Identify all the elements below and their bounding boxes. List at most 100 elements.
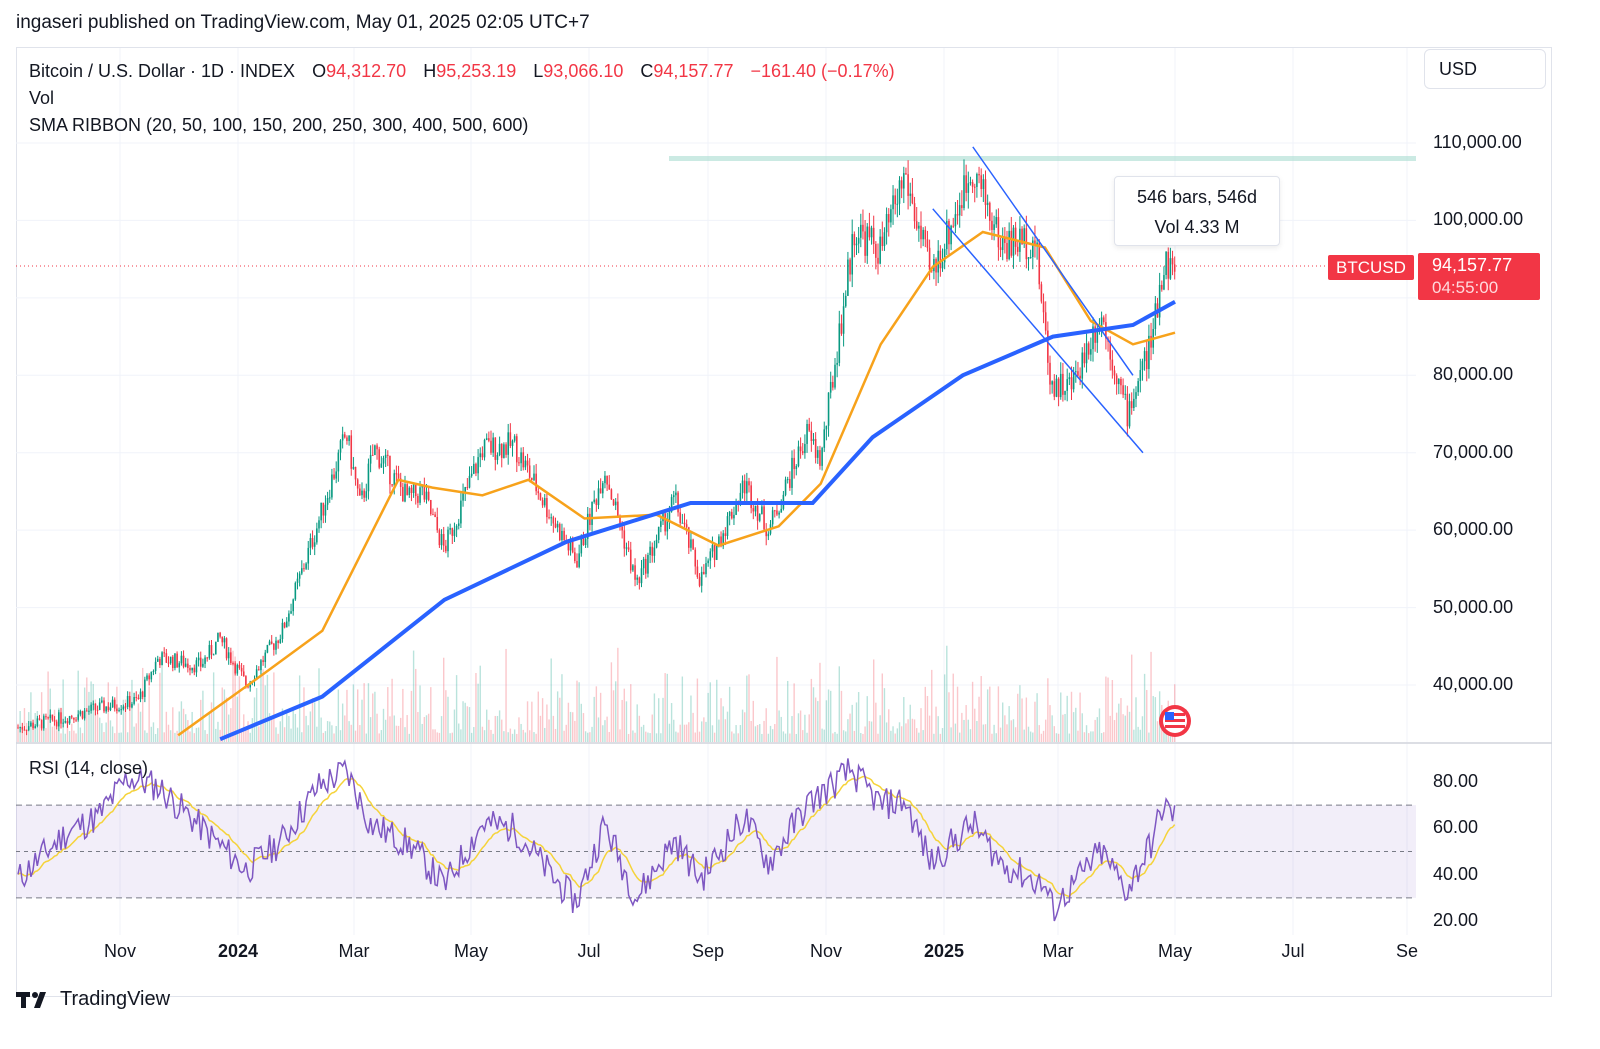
- candle-body: [956, 214, 959, 216]
- candle-body: [963, 175, 965, 209]
- candle-body: [393, 473, 396, 486]
- rsi-tick-label: 20.00: [1433, 910, 1479, 930]
- volume-bar: [683, 724, 686, 742]
- candle-body: [449, 528, 451, 530]
- rsi-tick-label: 40.00: [1433, 863, 1479, 884]
- volume-bar: [189, 731, 191, 742]
- candle-body: [322, 502, 325, 516]
- candle-body: [627, 547, 630, 550]
- volume-bar: [739, 725, 742, 742]
- volume-bar: [320, 717, 322, 742]
- candle-body: [335, 471, 337, 479]
- candle-body: [488, 438, 490, 441]
- candle-body: [978, 173, 980, 176]
- currency-selector[interactable]: USD: [1424, 49, 1546, 89]
- candle-body: [1021, 228, 1023, 245]
- candle-body: [1171, 258, 1174, 265]
- volume-bar: [1021, 698, 1023, 742]
- volume-bar: [698, 731, 701, 742]
- volume-bar: [533, 732, 535, 742]
- candle-body: [887, 214, 890, 223]
- candle-body: [636, 577, 638, 580]
- volume-bar: [1088, 733, 1090, 742]
- candle-body: [126, 695, 129, 707]
- volume-bar: [857, 692, 860, 742]
- volume-bar: [290, 728, 292, 742]
- candle-body: [707, 560, 709, 564]
- volume-bar: [477, 683, 479, 742]
- candle-body: [75, 719, 77, 721]
- candle-body: [1096, 330, 1099, 343]
- candle-body: [606, 475, 608, 485]
- candle-body: [227, 652, 230, 659]
- candle-body: [1016, 246, 1019, 252]
- volume-bar: [427, 713, 430, 742]
- volume-bar: [322, 732, 324, 742]
- candle-body: [696, 566, 699, 577]
- volume-bar: [580, 703, 582, 742]
- candle-body: [367, 463, 370, 492]
- volume-bar: [797, 713, 800, 742]
- candle-body: [976, 173, 978, 187]
- candle-body: [864, 231, 866, 256]
- volume-bar: [814, 697, 817, 742]
- volume-bar: [524, 732, 527, 742]
- volume-bar: [1165, 726, 1167, 742]
- candle-body: [1087, 343, 1090, 355]
- candle-body: [240, 667, 243, 672]
- candle-body: [399, 478, 402, 487]
- volume-bar: [673, 719, 675, 742]
- volume-bar: [847, 719, 849, 742]
- volume-bar: [363, 683, 365, 742]
- volume-bar: [1083, 732, 1086, 742]
- volume-bar: [400, 717, 402, 742]
- volume-bar: [615, 681, 617, 742]
- volume-bar: [101, 723, 103, 742]
- candle-body: [1133, 398, 1135, 409]
- volume-bar: [722, 706, 724, 742]
- candle-body: [535, 473, 537, 492]
- candle-body: [866, 226, 869, 256]
- candle-body: [1137, 381, 1139, 393]
- volume-bar: [660, 733, 662, 742]
- candle-body: [561, 530, 563, 541]
- volume-bar: [520, 723, 522, 742]
- time-tick-label: Mar: [1042, 941, 1074, 961]
- candle-body: [187, 663, 189, 668]
- volume-bar: [1010, 720, 1012, 742]
- volume-bar: [81, 733, 84, 742]
- volume-bar: [877, 733, 879, 742]
- volume-bar: [251, 718, 254, 742]
- candle-body: [346, 437, 348, 442]
- candle-body: [21, 727, 24, 730]
- last-price: 94,157.77: [1432, 255, 1513, 275]
- volume-bar: [509, 728, 512, 742]
- candle-body: [733, 514, 735, 519]
- volume-bar: [438, 732, 441, 742]
- candle-body: [857, 237, 860, 244]
- candle-body: [595, 499, 598, 506]
- volume-bar: [425, 715, 428, 742]
- candle-body: [666, 520, 669, 532]
- volume-bar: [311, 698, 314, 742]
- candle-body: [331, 474, 333, 498]
- last-price-tag: 94,157.77 04:55:00: [1418, 253, 1540, 300]
- candle-body: [247, 686, 249, 688]
- volume-bar: [599, 692, 602, 742]
- candle-body: [1014, 227, 1017, 247]
- volume-bar: [640, 726, 643, 742]
- volume-bar: [391, 678, 393, 742]
- candle-body: [1094, 326, 1096, 343]
- volume-bar: [868, 721, 871, 742]
- volume-bar: [292, 707, 294, 742]
- candle-body: [900, 180, 903, 189]
- candle-body: [537, 491, 540, 494]
- volume-bar: [331, 725, 333, 742]
- candle-body: [554, 523, 557, 528]
- volume-bar: [827, 689, 830, 742]
- tradingview-logo[interactable]: TradingView: [16, 988, 170, 1011]
- volume-bar: [172, 707, 174, 742]
- candle-body: [326, 497, 329, 505]
- volume-bar: [776, 656, 778, 742]
